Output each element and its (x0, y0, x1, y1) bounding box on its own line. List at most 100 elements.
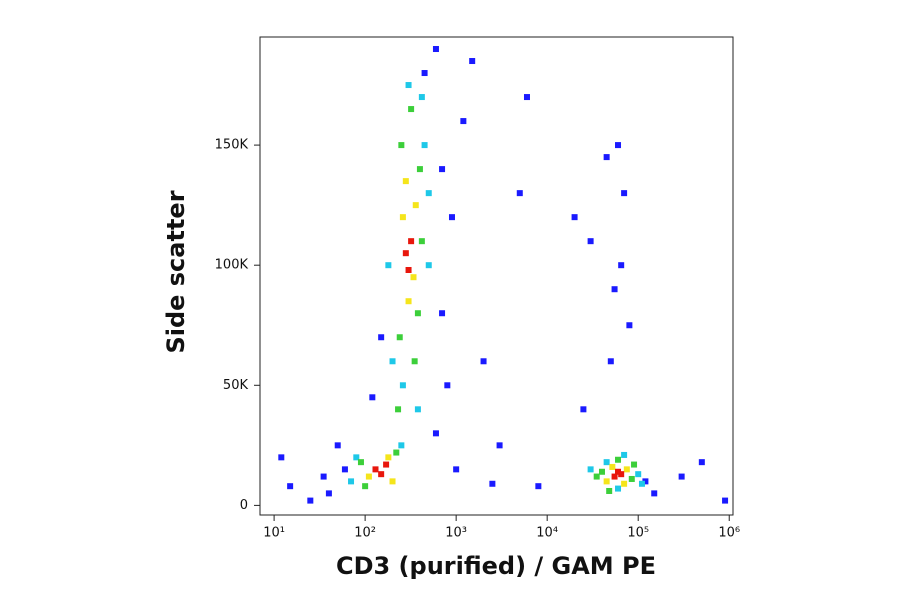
point (425, 262, 432, 269)
point (357, 459, 364, 466)
point (418, 238, 425, 245)
point (615, 468, 622, 475)
point (395, 406, 402, 413)
point (621, 480, 628, 487)
point (398, 142, 405, 149)
point (621, 451, 628, 458)
point (414, 406, 421, 413)
plot-frame (259, 36, 734, 516)
point (389, 478, 396, 485)
point (607, 358, 614, 365)
point (408, 106, 415, 113)
point (618, 471, 625, 478)
point (448, 214, 455, 221)
point (365, 473, 372, 480)
point (593, 473, 600, 480)
point (628, 475, 635, 482)
point (439, 310, 446, 317)
point (603, 154, 610, 161)
point (453, 466, 460, 473)
point (398, 442, 405, 449)
point (425, 190, 432, 197)
point (598, 468, 605, 475)
point (372, 466, 379, 473)
point (651, 490, 658, 497)
point (535, 483, 542, 490)
x-tick-label: 10⁶ (718, 526, 740, 541)
point (369, 394, 376, 401)
point (439, 166, 446, 173)
y-tick-label: 50K (223, 378, 249, 393)
point (334, 442, 341, 449)
point (396, 334, 403, 341)
point (320, 473, 327, 480)
point (325, 490, 332, 497)
point (408, 238, 415, 245)
x-tick-label: 10² (354, 526, 376, 541)
y-tick-label: 150K (215, 138, 249, 153)
point (603, 459, 610, 466)
point (385, 262, 392, 269)
point (489, 480, 496, 487)
point (362, 483, 369, 490)
point (678, 473, 685, 480)
point (698, 459, 705, 466)
point (516, 190, 523, 197)
point (606, 487, 613, 494)
point (496, 442, 503, 449)
point (480, 358, 487, 365)
y-tick-label: 100K (215, 258, 249, 273)
point (638, 480, 645, 487)
x-tick-label: 10¹ (263, 526, 285, 541)
point (418, 94, 425, 101)
point (405, 266, 412, 273)
point (399, 214, 406, 221)
point (611, 286, 618, 293)
point (618, 262, 625, 269)
point (432, 46, 439, 53)
point (378, 334, 385, 341)
point (278, 454, 285, 461)
y-tick-label: 0 (240, 498, 248, 513)
point (432, 430, 439, 437)
point (623, 466, 630, 473)
point (383, 461, 390, 468)
point (615, 485, 622, 492)
point (615, 456, 622, 463)
point (307, 497, 314, 504)
point (611, 473, 618, 480)
point (385, 454, 392, 461)
point (416, 166, 423, 173)
point (421, 142, 428, 149)
point (402, 250, 409, 257)
point (460, 118, 467, 125)
point (348, 478, 355, 485)
point (722, 497, 729, 504)
point (603, 478, 610, 485)
point (402, 178, 409, 185)
point (353, 454, 360, 461)
point (571, 214, 578, 221)
x-axis-title: CD3 (purified) / GAM PE (336, 552, 656, 580)
point (587, 238, 594, 245)
point (444, 382, 451, 389)
point (410, 274, 417, 281)
point (287, 483, 294, 490)
y-axis-title: Side scatter (162, 190, 190, 353)
point (580, 406, 587, 413)
point (414, 310, 421, 317)
point (631, 461, 638, 468)
point (615, 142, 622, 149)
point (405, 82, 412, 89)
point (469, 58, 476, 65)
point (609, 463, 616, 470)
point (393, 449, 400, 456)
x-tick-label: 10⁴ (536, 526, 558, 541)
point (378, 471, 385, 478)
point (405, 298, 412, 305)
point (621, 190, 628, 197)
point (587, 466, 594, 473)
point (341, 466, 348, 473)
point (399, 382, 406, 389)
point (421, 70, 428, 77)
